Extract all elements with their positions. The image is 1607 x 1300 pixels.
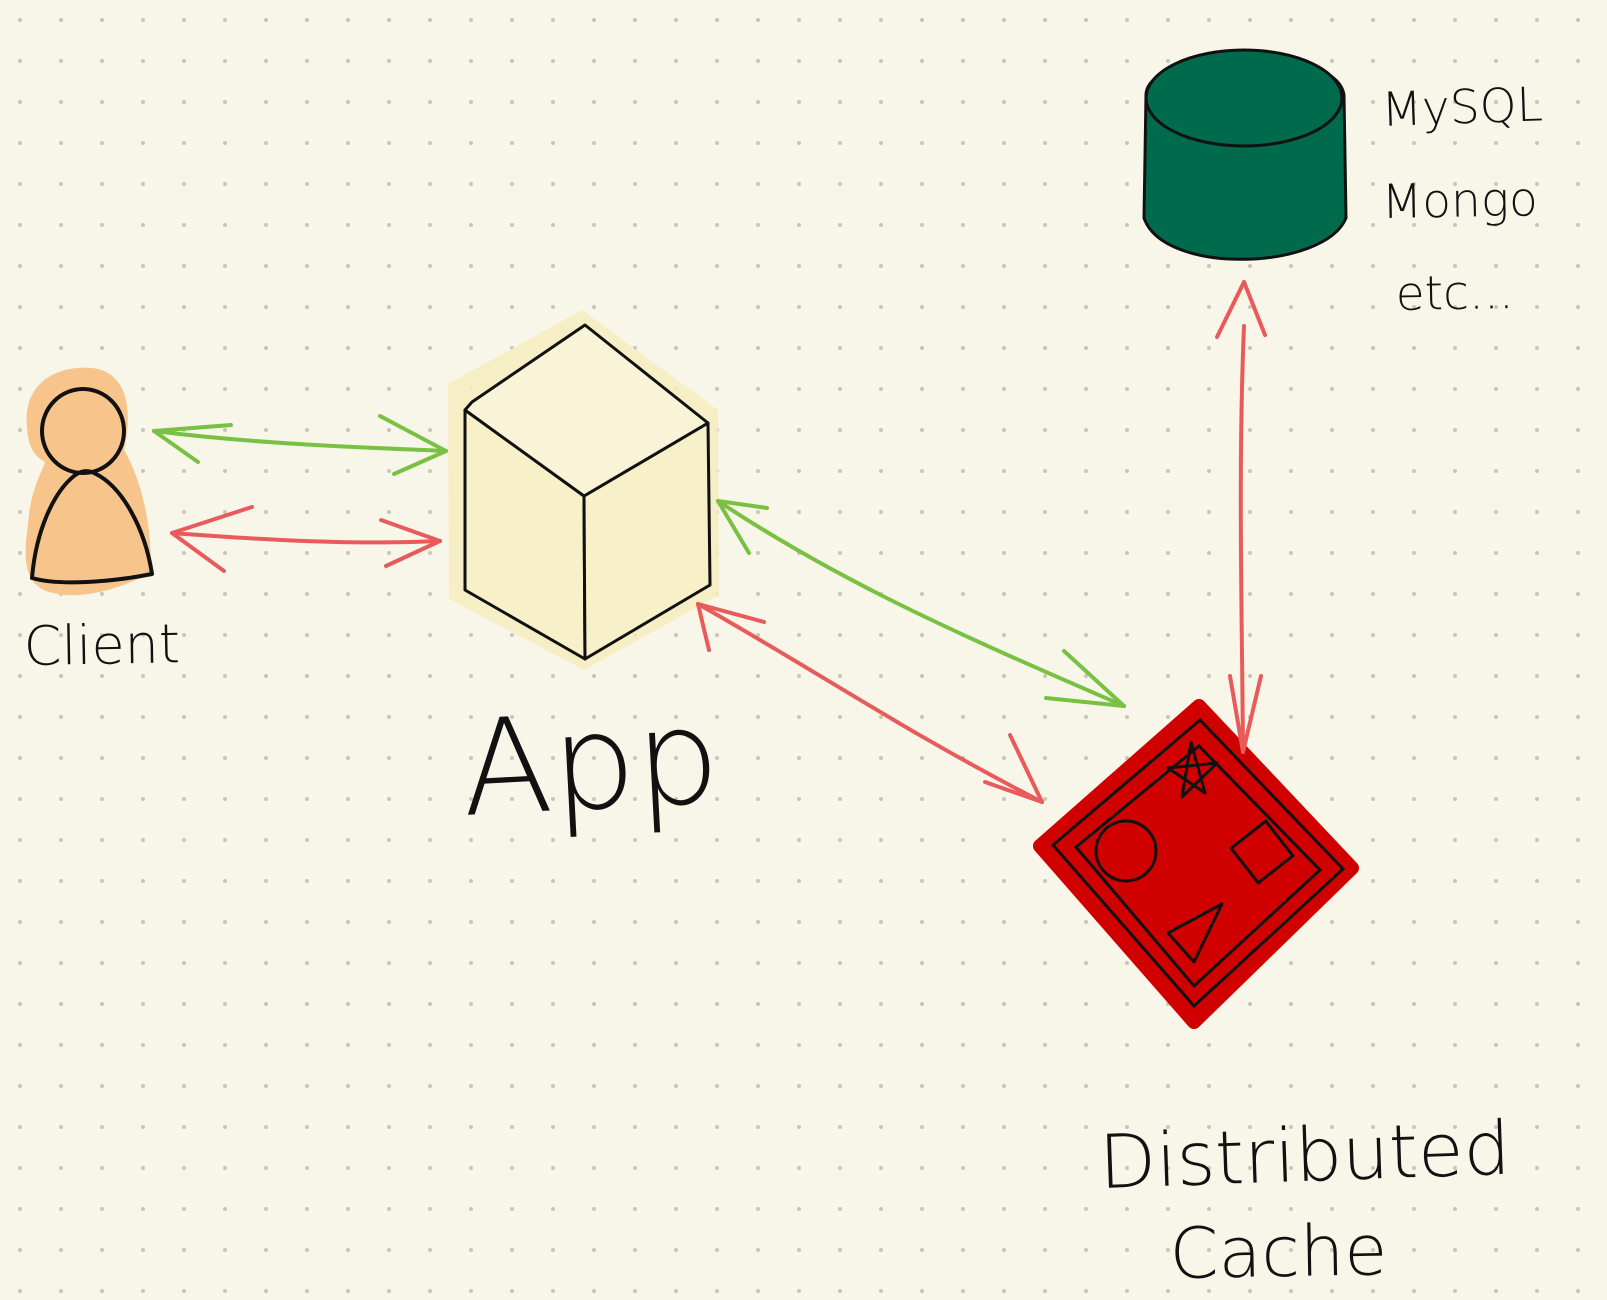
app-cube-icon bbox=[448, 310, 719, 670]
star-icon bbox=[1166, 740, 1219, 799]
app-cube-top-face bbox=[463, 323, 710, 498]
app-cache-request-arrow bbox=[696, 602, 1044, 804]
cache-label-line-2: Cache bbox=[1169, 1209, 1388, 1295]
cache-border-outer bbox=[1050, 717, 1346, 1009]
client-body bbox=[30, 469, 154, 585]
client-label: Client bbox=[23, 612, 180, 678]
square-icon bbox=[1229, 819, 1295, 885]
cache-shapes-icon bbox=[1033, 699, 1359, 1029]
client-app-response-arrow bbox=[152, 414, 448, 476]
app-label: App bbox=[458, 680, 724, 847]
triangle-icon bbox=[1166, 902, 1224, 964]
circle-icon bbox=[1094, 819, 1158, 883]
cache-database-request-arrow bbox=[1215, 280, 1267, 754]
cache-label-line-1: Distributed bbox=[1098, 1106, 1512, 1206]
client-highlight bbox=[25, 367, 152, 596]
client-person-icon bbox=[25, 367, 154, 596]
cache-highlight bbox=[1033, 699, 1359, 1029]
database-cylinder-icon bbox=[1142, 48, 1348, 261]
database-label-line-1: MySQL bbox=[1380, 77, 1543, 138]
database-label-line-2: Mongo bbox=[1381, 172, 1538, 230]
cache-border-inner bbox=[1073, 743, 1323, 989]
client-app-request-arrow bbox=[170, 505, 442, 573]
database-label-line-3: etc... bbox=[1395, 265, 1514, 322]
app-cache-response-arrow bbox=[716, 499, 1126, 708]
database-top bbox=[1144, 48, 1344, 148]
